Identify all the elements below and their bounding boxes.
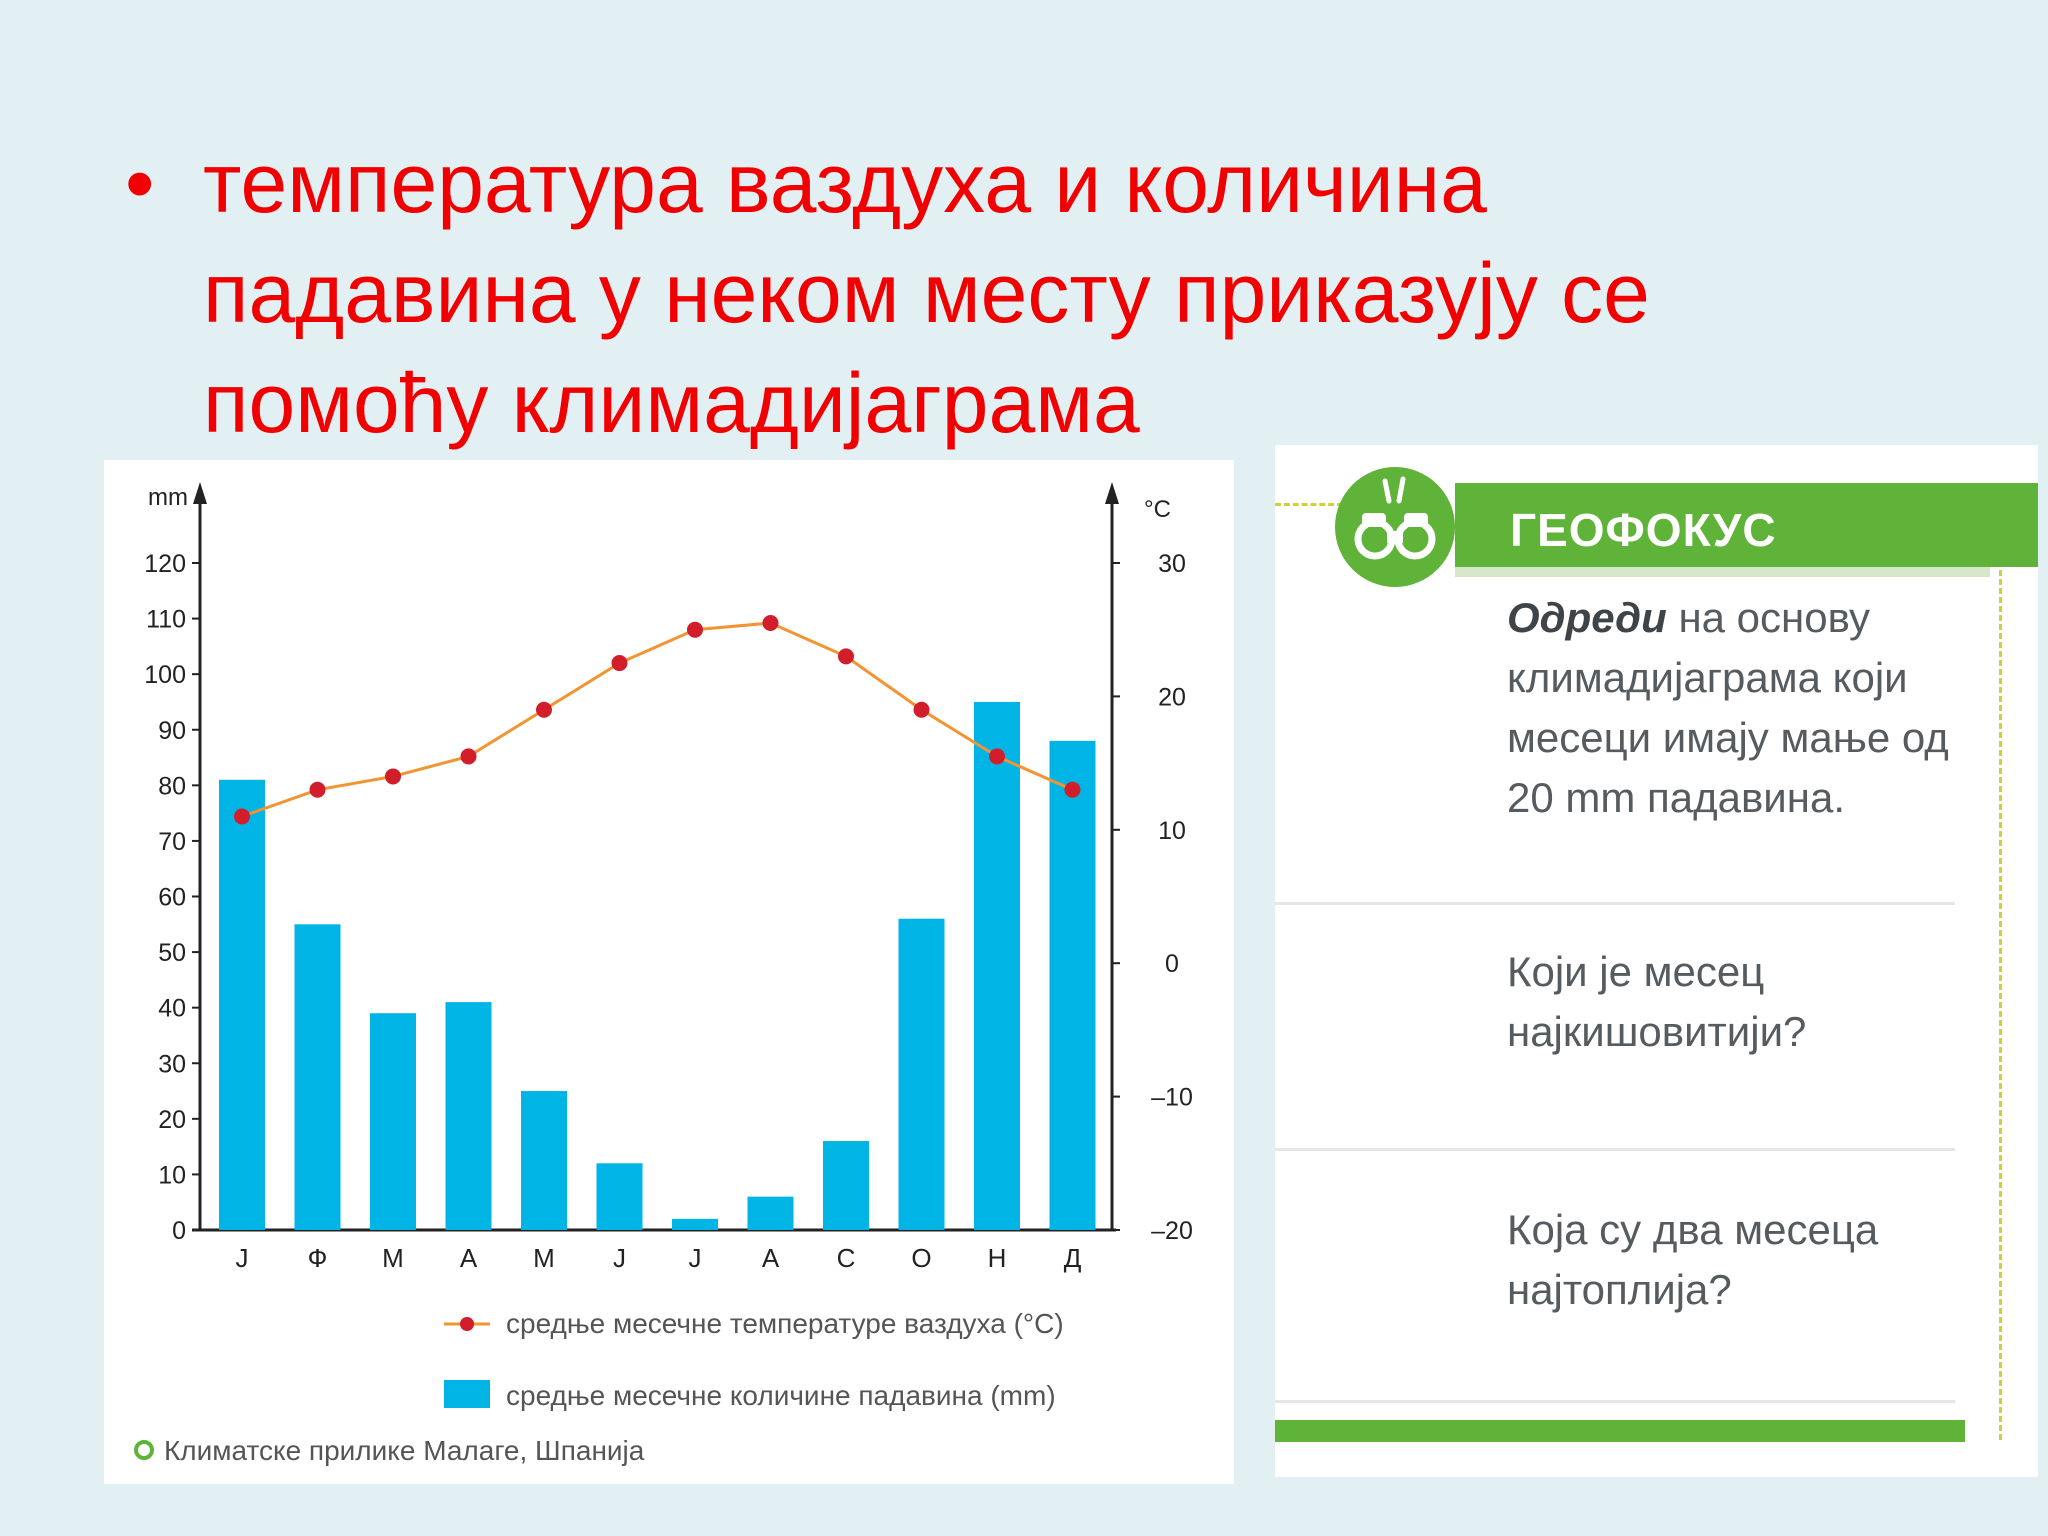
temperature-line (241, 621, 1074, 818)
geofokus-panel: ГЕОФОКУС Одреди на основу климадијаграма… (1275, 445, 2038, 1477)
left-tick-label: 40 (158, 995, 186, 1023)
left-tick-label: 30 (158, 1050, 186, 1078)
temperature-point (1064, 781, 1081, 798)
precipitation-bar (672, 1218, 718, 1230)
temperature-point (838, 648, 854, 665)
question-3-line-2: најтоплија? (1507, 1266, 1732, 1313)
month-label: О (911, 1243, 931, 1273)
right-tick-label: 30 (1158, 550, 1186, 578)
temperature-point (234, 808, 250, 825)
bullet-text: температура ваздуха и количина падавина … (203, 128, 2003, 458)
precipitation-bar (747, 1196, 794, 1230)
right-tick-label: 10 (1158, 817, 1186, 845)
month-label: J (236, 1243, 249, 1273)
right-tick-label: –20 (1151, 1217, 1193, 1245)
question-2-line-2: најкишовитији? (1507, 1008, 1807, 1055)
month-label: М (382, 1243, 404, 1273)
footer-band (1275, 1420, 1965, 1442)
left-tick-label: 50 (158, 939, 186, 967)
question-2: Који је месец најкишовитији? (1507, 942, 1806, 1062)
right-tick-label: 0 (1165, 950, 1179, 978)
legend-marker-swatch (460, 1317, 474, 1331)
header-shadow (1455, 567, 1990, 577)
left-tick-label: 10 (158, 1161, 186, 1189)
month-label: J (613, 1243, 626, 1273)
legend-bar-swatch (444, 1380, 490, 1408)
question-1-line-2: климадијаграма који (1507, 654, 1908, 701)
month-label: J (689, 1243, 702, 1273)
left-tick-label: 0 (172, 1217, 186, 1245)
question-3-line-1: Која су два месеца (1507, 1206, 1879, 1253)
left-tick-label: 110 (146, 606, 186, 634)
precipitation-bar (974, 701, 1020, 1230)
precipitation-bar (898, 918, 945, 1230)
binoculars-icon (1335, 467, 1455, 587)
month-label: М (533, 1243, 555, 1273)
temperature-point (687, 621, 703, 638)
temperature-point (309, 781, 326, 798)
month-label: Д (1064, 1243, 1082, 1273)
right-axis-arrow (1105, 482, 1119, 504)
temperature-point (385, 768, 401, 785)
temperature-point (460, 748, 477, 765)
precipitation-bar (1049, 740, 1096, 1230)
chart-caption: Климатске прилике Малаге, Шпанија (164, 1435, 645, 1466)
precipitation-bar (521, 1091, 567, 1230)
divider-1 (1275, 902, 1955, 905)
bullet-line-3: помоћу климадијаграма (203, 356, 1140, 450)
left-tick-label: 90 (158, 717, 186, 745)
temperature-point (611, 655, 628, 672)
left-axis-unit: mm (148, 484, 188, 511)
dashed-line (1275, 503, 1343, 506)
month-label: А (460, 1243, 478, 1273)
bullet-line-1: температура ваздуха и количина (203, 136, 1487, 230)
precipitation-bar (823, 1141, 869, 1230)
left-tick-label: 100 (144, 661, 186, 689)
temperature-point (536, 701, 552, 718)
left-tick-label: 80 (158, 772, 186, 800)
precipitation-bar (370, 1013, 416, 1230)
climate-diagram: mm °C 0 10 20 30 40 50 60 70 80 90 100 110 120 –20 –10 0 1… (104, 460, 1234, 1484)
right-axis-unit: °C (1144, 496, 1171, 523)
divider-2 (1275, 1148, 1955, 1151)
right-tick-label: 20 (1158, 683, 1186, 711)
dashed-border (1999, 570, 2002, 1440)
precipitation-bar (596, 1163, 643, 1230)
question-1-line-3: месеци имају мање од (1507, 714, 1949, 761)
month-label: А (762, 1243, 780, 1273)
bullet-dot: • (125, 136, 155, 230)
climate-chart-svg: mm °C 0 10 20 30 40 50 60 70 80 90 100 110 120 –20 –10 0 1… (134, 482, 1193, 1466)
temperature-point (989, 748, 1005, 765)
divider-3 (1275, 1400, 1955, 1403)
temperature-point (762, 615, 779, 632)
month-label: С (837, 1243, 856, 1273)
left-axis-arrow (193, 482, 207, 504)
question-3: Која су два месеца најтоплија? (1507, 1200, 1878, 1320)
caption-marker (134, 1440, 154, 1460)
question-1-emphasis: Одреди (1507, 594, 1667, 641)
question-1: Одреди на основу климадијаграма који мес… (1507, 588, 1949, 828)
geofokus-title: ГЕОФОКУС (1510, 504, 1777, 556)
precipitation-bar (294, 924, 341, 1230)
left-tick-label: 70 (158, 828, 186, 856)
right-tick-label: –10 (1151, 1084, 1193, 1112)
precipitation-bar (219, 779, 265, 1230)
bullet-line-2: падавина у неком месту приказују се (203, 246, 1650, 340)
precipitation-bar (445, 1002, 492, 1230)
left-tick-label: 20 (158, 1106, 186, 1134)
question-1-first-line: на основу (1666, 594, 1870, 641)
geofokus-header-band (1455, 483, 2038, 567)
month-label: Н (988, 1243, 1007, 1273)
left-tick-label: 60 (158, 884, 186, 912)
temperature-point (913, 701, 930, 718)
legend-temperature-label: средње месечне температуре ваздуха (°C) (506, 1308, 1064, 1339)
question-2-line-1: Који је месец (1507, 948, 1765, 995)
month-label: Ф (308, 1243, 328, 1273)
question-1-line-4: 20 mm падавина. (1507, 774, 1845, 821)
left-tick-label: 120 (144, 550, 186, 578)
legend-precipitation-label: средње месечне количине падавина (mm) (506, 1380, 1056, 1411)
